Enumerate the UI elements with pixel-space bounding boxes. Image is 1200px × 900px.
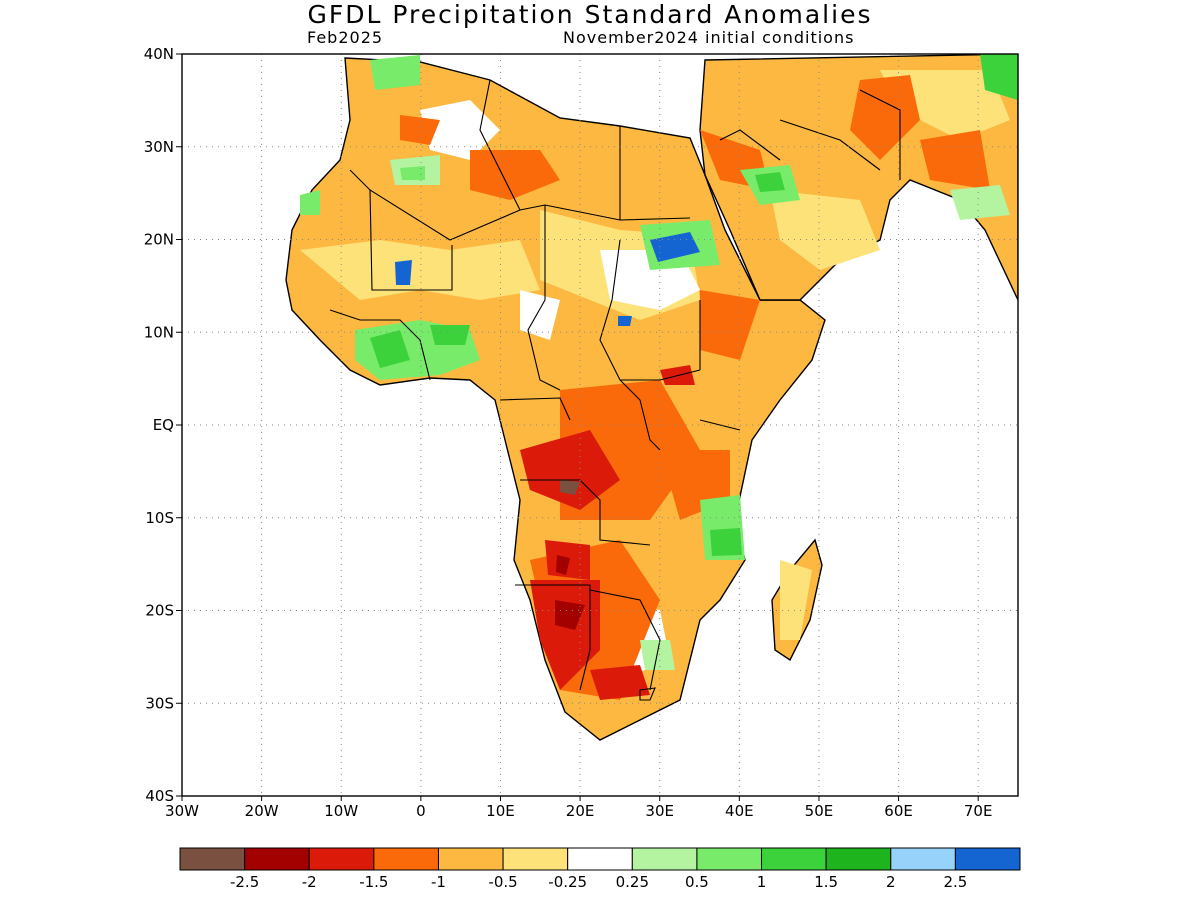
lon-label: 50E (805, 802, 834, 820)
legend-label: -0.5 (488, 873, 517, 891)
lat-label: 10S (145, 509, 174, 527)
lat-label: 20N (144, 231, 174, 249)
legend-label: 0.5 (685, 873, 709, 891)
legend-swatch (631, 847, 698, 871)
lat-label: 10N (144, 323, 174, 341)
lat-label: 20S (145, 602, 174, 620)
lon-label: 20E (566, 802, 595, 820)
lat-label: 30N (144, 138, 174, 156)
map-title: GFDL Precipitation Standard Anomalies (307, 0, 873, 29)
legend-swatch (373, 847, 439, 871)
initial-conditions: November2024 initial conditions (563, 28, 855, 47)
legend-label: -2.5 (230, 873, 259, 891)
lat-label: 40N (144, 45, 174, 63)
legend-label: 1 (757, 873, 767, 891)
legend-label: 0.25 (616, 873, 649, 891)
legend-swatch (696, 847, 763, 871)
lat-label: EQ (153, 416, 174, 434)
lat-label: 40S (145, 787, 174, 805)
legend-swatch (244, 847, 310, 871)
legend-swatch (502, 847, 569, 871)
lon-label: 30E (645, 802, 674, 820)
forecast-month: Feb2025 (307, 28, 384, 47)
legend-swatch (437, 847, 504, 871)
legend-label: -1.5 (359, 873, 388, 891)
longitude-labels: 30W 20W 10W 0 10E 20E 30E 40E 50E 60E 70E (165, 796, 992, 820)
legend-swatch (761, 847, 827, 871)
legend-label: 2.5 (943, 873, 967, 891)
lon-label: 70E (964, 802, 993, 820)
color-legend: -2.5 -2 -1.5 -1 -0.5 -0.25 0.25 0.5 1 1.5 2 2.5 (179, 847, 1021, 891)
lon-label: 0 (416, 802, 426, 820)
lon-label: 10W (324, 802, 358, 820)
legend-swatch (308, 847, 375, 871)
lon-label: 30W (165, 802, 199, 820)
lon-label: 60E (884, 802, 913, 820)
legend-swatch (825, 847, 892, 871)
legend-label: -1 (431, 873, 446, 891)
legend-swatch (954, 847, 1021, 871)
lon-label: 40E (725, 802, 754, 820)
legend-swatch (890, 847, 956, 871)
legend-swatch (567, 847, 633, 871)
legend-swatch (179, 847, 246, 871)
gridlines (182, 54, 1018, 796)
lon-label: 10E (486, 802, 515, 820)
country-borders (329, 79, 901, 691)
legend-label: -0.25 (548, 873, 587, 891)
lat-label: 30S (145, 694, 174, 712)
lon-label: 20W (245, 802, 279, 820)
legend-label: 2 (886, 873, 896, 891)
legend-label: -2 (302, 873, 317, 891)
latitude-labels: 40N 30N 20N 10N EQ 10S 20S 30S 40S (144, 45, 182, 805)
legend-label: 1.5 (814, 873, 838, 891)
